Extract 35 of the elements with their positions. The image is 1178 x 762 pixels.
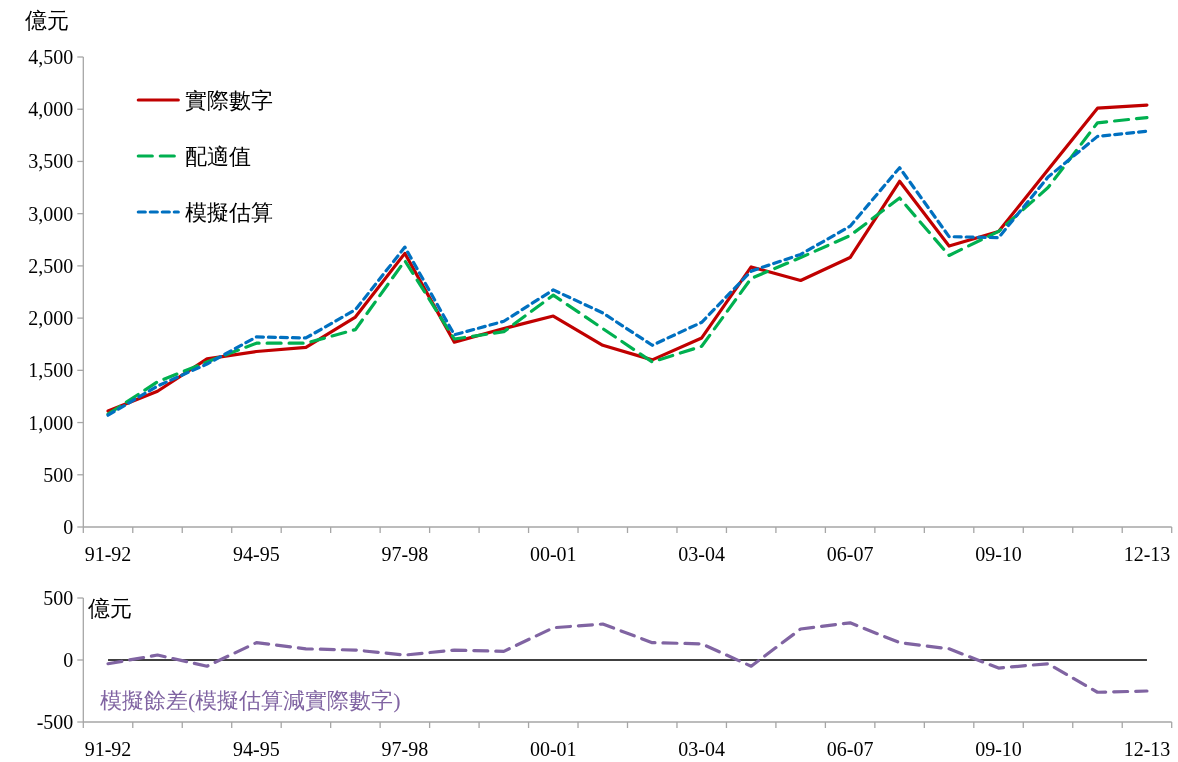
y-tick-label: 4,500 bbox=[28, 46, 74, 68]
x-tick-label: 09-10 bbox=[975, 738, 1022, 760]
x-tick-label: 03-04 bbox=[678, 738, 726, 760]
y-axis-title: 億元 bbox=[88, 596, 132, 621]
y-axis-title: 億元 bbox=[25, 8, 69, 33]
y-tick-label: 3,500 bbox=[28, 150, 74, 173]
y-tick-label: 0 bbox=[63, 516, 74, 538]
x-tick-label: 00-01 bbox=[529, 543, 577, 565]
x-tick-label: 00-01 bbox=[529, 738, 577, 760]
x-tick-label: 91-92 bbox=[84, 543, 132, 565]
x-tick-label: 06-07 bbox=[826, 543, 874, 565]
y-tick-label: 500 bbox=[43, 587, 74, 609]
x-tick-label: 94-95 bbox=[233, 738, 280, 760]
y-tick-label: 4,000 bbox=[28, 98, 74, 121]
x-tick-label: 12-13 bbox=[1123, 543, 1171, 565]
legend-label: 模擬估算 bbox=[185, 200, 274, 225]
x-tick-label: 03-04 bbox=[678, 543, 726, 565]
x-tick-label: 94-95 bbox=[233, 543, 280, 565]
y-tick-label: 0 bbox=[63, 649, 74, 671]
x-tick-label: 97-98 bbox=[381, 543, 429, 565]
y-tick-label: 2,000 bbox=[28, 307, 74, 330]
x-tick-label: 09-10 bbox=[975, 543, 1022, 565]
y-tick-label: 1,000 bbox=[28, 411, 74, 434]
x-tick-label: 97-98 bbox=[381, 738, 429, 760]
y-tick-label: 500 bbox=[43, 463, 74, 486]
legend-label: 配適值 bbox=[185, 144, 252, 169]
y-tick-label: -500 bbox=[36, 711, 74, 733]
y-tick-label: 3,000 bbox=[28, 202, 74, 225]
x-tick-label: 06-07 bbox=[826, 738, 874, 760]
x-tick-label: 12-13 bbox=[1123, 738, 1171, 760]
y-tick-label: 1,500 bbox=[28, 359, 74, 382]
y-tick-label: 2,500 bbox=[28, 254, 74, 277]
legend-label: 實際數字 bbox=[185, 88, 274, 113]
series-label: 模擬餘差(模擬估算減實際數字) bbox=[100, 688, 401, 713]
x-tick-label: 91-92 bbox=[84, 738, 132, 760]
